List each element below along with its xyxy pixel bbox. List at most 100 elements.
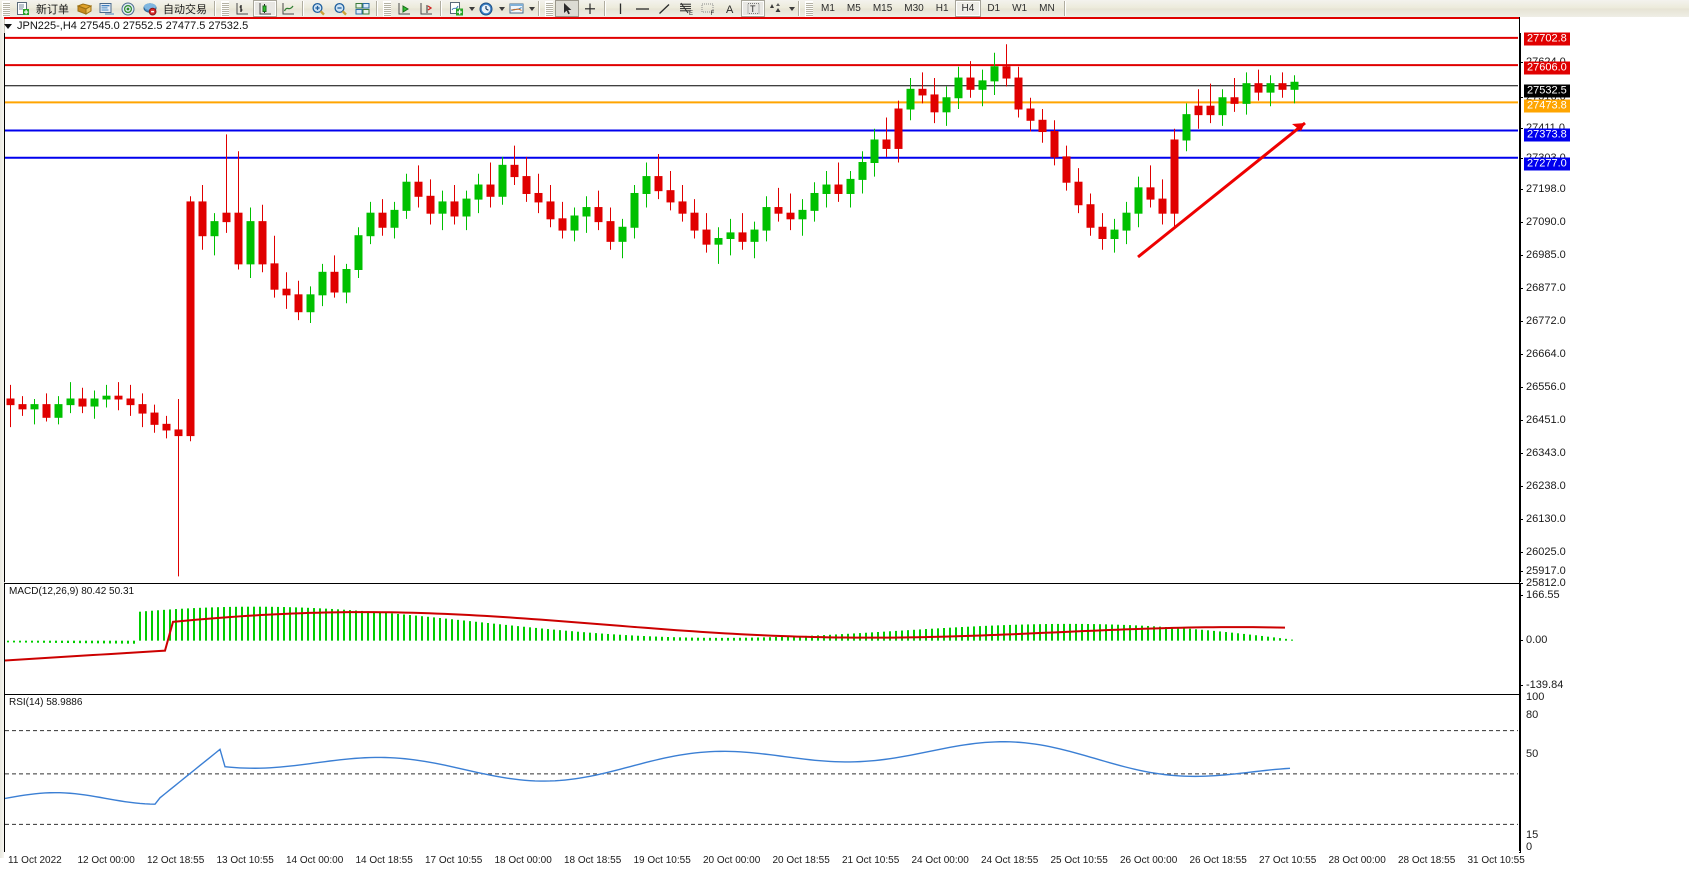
text-label-icon[interactable]: T	[741, 0, 765, 17]
price-level-label[interactable]: 27277.0	[1524, 157, 1570, 171]
bar-chart-icon[interactable]	[231, 1, 253, 16]
macd-label: MACD(12,26,9) 80.42 50.31	[9, 586, 135, 597]
price-axis-label: 26451.0	[1526, 414, 1566, 426]
rsi-axis-label: 0	[1526, 841, 1533, 853]
chart-menu-caret-icon[interactable]	[4, 23, 12, 29]
date-axis-label: 26 Oct 18:55	[1189, 855, 1247, 866]
navigator-icon[interactable]	[117, 1, 139, 16]
candlestick-chart-icon[interactable]	[253, 0, 277, 17]
date-axis-label: 31 Oct 10:55	[1467, 855, 1525, 866]
toolbar-divider-6	[604, 1, 606, 16]
date-axis-label: 20 Oct 00:00	[703, 855, 761, 866]
price-level-label[interactable]: 27702.8	[1524, 32, 1570, 46]
date-axis-label: 14 Oct 18:55	[355, 855, 413, 866]
terminal-icon[interactable]	[139, 1, 161, 16]
rsi-axis-label: 80	[1526, 709, 1539, 721]
date-axis-label: 18 Oct 00:00	[494, 855, 552, 866]
profiles-icon[interactable]	[73, 1, 95, 16]
price-axis-label: 26238.0	[1526, 480, 1566, 492]
price-level-label[interactable]: 27473.8	[1524, 99, 1570, 113]
timeframe-m15[interactable]: M15	[872, 3, 893, 14]
shapes-dropdown-caret[interactable]	[789, 6, 795, 11]
price-axis-label: 25917.0	[1526, 565, 1566, 577]
rsi-pane[interactable]: RSI(14) 58.9886	[4, 694, 1521, 853]
rsi-label: RSI(14) 58.9886	[9, 697, 83, 708]
axis-tick	[1519, 453, 1523, 454]
price-axis[interactable]: 27624.027516.027411.027303.027198.027090…	[1519, 17, 1689, 858]
period-dropdown-caret[interactable]	[499, 6, 505, 11]
macd-axis-label: -139.84	[1526, 679, 1564, 691]
date-axis-label: 21 Oct 10:55	[842, 855, 900, 866]
toolbar-divider-2	[302, 1, 304, 16]
templates-icon[interactable]	[505, 1, 527, 16]
shapes-icon[interactable]	[765, 1, 787, 16]
top-red-line	[4, 17, 1519, 19]
channel-icon[interactable]: F	[697, 1, 719, 16]
price-axis-label: 26664.0	[1526, 348, 1566, 360]
axis-tick	[1519, 685, 1523, 686]
auto-trading-label[interactable]: 自动交易	[163, 3, 207, 16]
price-level-label[interactable]: 27373.8	[1524, 128, 1570, 142]
timeframe-d1[interactable]: D1	[987, 3, 1001, 14]
main-toolbar: 新订单	[0, 0, 1689, 18]
new-order-label[interactable]: 新订单	[36, 3, 69, 16]
svg-text:A: A	[726, 4, 734, 16]
macd-pane[interactable]: MACD(12,26,9) 80.42 50.31	[4, 583, 1521, 694]
rsi-axis-label: 15	[1526, 829, 1539, 841]
autoscroll-icon[interactable]	[393, 1, 415, 16]
timeframe-m30[interactable]: M30	[904, 3, 924, 14]
date-axis-label: 12 Oct 00:00	[77, 855, 135, 866]
toolbar-grip-2[interactable]	[221, 0, 229, 17]
crosshair-icon[interactable]	[579, 1, 601, 16]
toolbar-grip-5[interactable]	[805, 0, 813, 17]
axis-tick	[1519, 571, 1523, 572]
timeframe-h4[interactable]: H4	[954, 0, 982, 17]
date-axis-label: 18 Oct 18:55	[564, 855, 622, 866]
indicators-dropdown-caret[interactable]	[469, 6, 475, 11]
toolbar-divider-3	[376, 1, 378, 16]
toolbar-grip-4[interactable]	[545, 0, 553, 17]
text-icon[interactable]: A	[719, 1, 741, 16]
fibonacci-icon[interactable]: E	[675, 1, 697, 16]
date-axis-label: 28 Oct 00:00	[1328, 855, 1386, 866]
axis-tick	[1519, 354, 1523, 355]
templates-dropdown-caret[interactable]	[529, 6, 535, 11]
chart-shift-icon[interactable]	[415, 1, 437, 16]
tile-windows-icon[interactable]	[351, 1, 373, 16]
toolbar-divider-8	[1063, 1, 1066, 16]
toolbar-divider-4	[440, 1, 442, 16]
timeframe-mn[interactable]: MN	[1039, 3, 1055, 14]
svg-text:F: F	[710, 11, 714, 16]
cursor-icon[interactable]	[555, 0, 579, 17]
price-level-label[interactable]: 27532.5	[1524, 84, 1570, 98]
zoom-out-icon[interactable]	[329, 1, 351, 16]
price-axis-label: 27090.0	[1526, 216, 1566, 228]
toolbar-grip-3[interactable]	[383, 0, 391, 17]
timeframe-m1[interactable]: M1	[821, 3, 835, 14]
axis-tick	[1519, 387, 1523, 388]
price-axis-label: 26130.0	[1526, 513, 1566, 525]
period-icon[interactable]	[475, 1, 497, 16]
axis-tick	[1519, 420, 1523, 421]
new-order-icon[interactable]	[12, 1, 34, 16]
date-axis-label: 24 Oct 00:00	[911, 855, 969, 866]
price-level-label[interactable]: 27606.0	[1524, 61, 1570, 75]
svg-text:T: T	[750, 4, 756, 14]
timeframe-w1[interactable]: W1	[1012, 3, 1028, 14]
vertical-line-icon[interactable]	[609, 1, 631, 16]
line-chart-icon[interactable]	[277, 1, 299, 16]
market-watch-icon[interactable]	[95, 1, 117, 16]
axis-tick	[1519, 595, 1523, 596]
timeframe-m5[interactable]: M5	[846, 3, 861, 14]
indicators-icon[interactable]	[445, 1, 467, 16]
toolbar-grip[interactable]	[2, 0, 10, 17]
timeframe-h1[interactable]: H1	[935, 3, 949, 14]
horizontal-line-icon[interactable]	[631, 1, 653, 16]
date-axis-label: 17 Oct 10:55	[425, 855, 483, 866]
date-axis-label: 13 Oct 10:55	[216, 855, 274, 866]
trendline-icon[interactable]	[653, 1, 675, 16]
axis-tick	[1519, 486, 1523, 487]
zoom-in-icon[interactable]	[307, 1, 329, 16]
price-plot[interactable]	[4, 33, 1521, 582]
